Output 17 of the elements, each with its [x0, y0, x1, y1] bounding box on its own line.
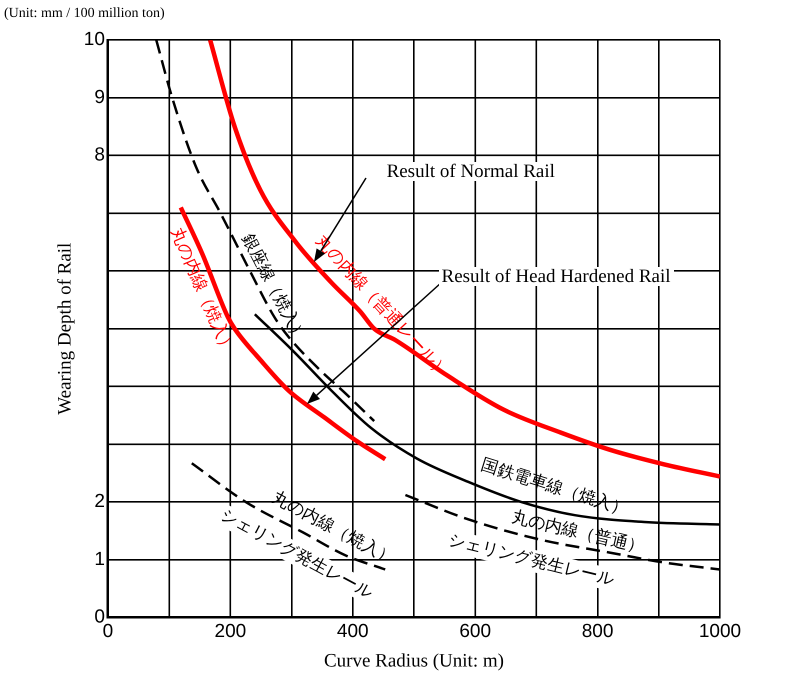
y-tick-label: 8	[94, 144, 105, 166]
annotation: Result of Head Hardened Rail	[438, 266, 674, 288]
y-tick-label: 2	[94, 491, 105, 512]
x-tick-label: 400	[336, 621, 369, 642]
y-tick-label: 1	[94, 548, 105, 570]
x-tick-label: 1000	[698, 621, 742, 642]
x-tick-label: 800	[582, 621, 614, 642]
x-tick-label: 200	[214, 621, 246, 642]
y-tick-label: 9	[94, 86, 105, 108]
y-tick-label: 10	[84, 29, 105, 50]
x-axis-title: Curve Radius (Unit: m)	[324, 650, 504, 672]
x-tick-label: 600	[459, 621, 492, 642]
text: (Unit: mm / 100 million ton)	[4, 6, 165, 22]
y-tick-label: 0	[94, 606, 105, 628]
annotation: Result of Normal Rail	[384, 161, 558, 182]
y-axis-title: Wearing Depth of Rail	[54, 242, 76, 415]
text: 丸の内線（焼入）	[167, 224, 238, 357]
